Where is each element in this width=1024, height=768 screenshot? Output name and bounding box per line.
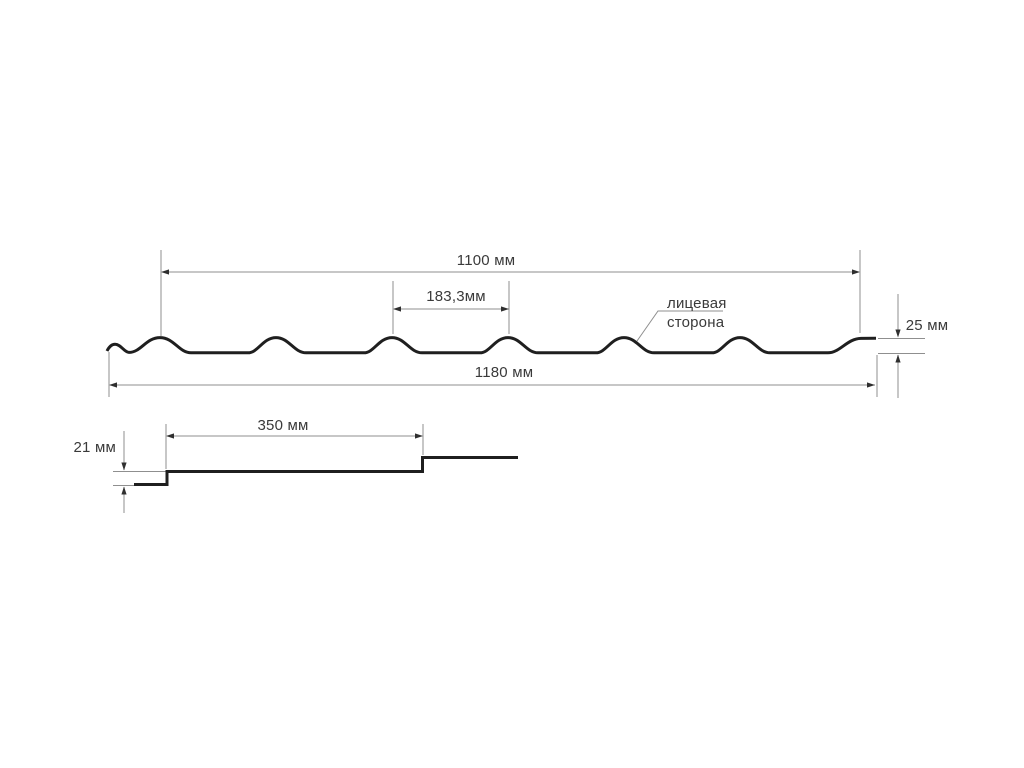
arrow-183-left xyxy=(393,306,401,312)
dim-label-step-height: 21 мм xyxy=(74,439,116,456)
dim-label-cover-width: 1100 мм xyxy=(457,252,515,269)
step-profile-curve xyxy=(134,456,518,486)
dim-label-wave-height: 25 мм xyxy=(906,317,948,334)
arrow-1180-right xyxy=(867,382,875,388)
labels: 1100 мм 183,3мм лицевая сторона 25 мм 11… xyxy=(74,252,949,456)
arrow-1100-left xyxy=(161,269,169,275)
arrow-25-up xyxy=(895,354,901,363)
face-side-leader xyxy=(636,310,723,342)
arrow-21-up xyxy=(121,486,127,495)
arrowheads xyxy=(109,269,901,495)
dim-label-sheet-width: 1180 мм xyxy=(475,364,533,381)
dim-label-wave-pitch: 183,3мм xyxy=(426,288,486,305)
arrow-1180-left xyxy=(109,382,117,388)
dim-label-module-length: 350 мм xyxy=(257,417,308,434)
arrow-21-down xyxy=(121,462,127,471)
arrow-350-right xyxy=(415,433,423,439)
wave-profile-curve xyxy=(105,336,877,355)
dimension-lines xyxy=(110,271,875,437)
leader-line xyxy=(636,310,723,342)
face-side-label-line2: сторона xyxy=(667,314,725,331)
extension-lines xyxy=(108,250,925,513)
arrow-25-down xyxy=(895,329,901,338)
arrow-1100-right xyxy=(852,269,860,275)
face-side-label-line1: лицевая xyxy=(667,295,727,312)
arrow-350-left xyxy=(166,433,174,439)
arrow-183-right xyxy=(501,306,509,312)
